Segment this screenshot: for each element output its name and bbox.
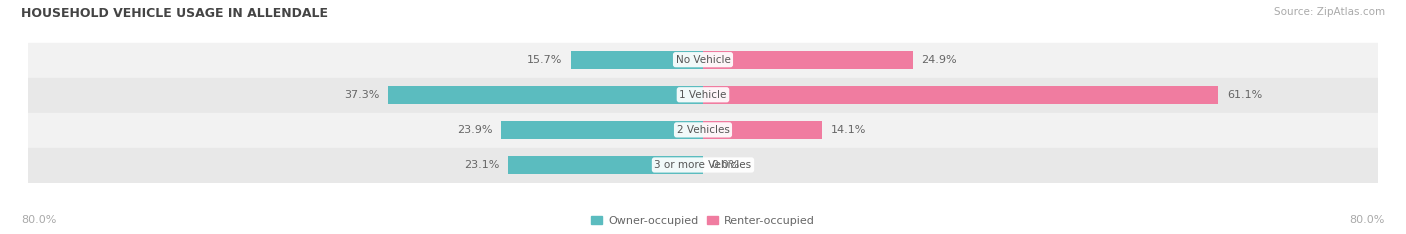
- Text: 61.1%: 61.1%: [1227, 90, 1263, 100]
- Bar: [703, 86, 1219, 104]
- Bar: [28, 78, 1378, 112]
- Bar: [502, 121, 703, 139]
- Text: 3 or more Vehicles: 3 or more Vehicles: [654, 160, 752, 170]
- Bar: [28, 113, 1378, 147]
- Text: 24.9%: 24.9%: [921, 55, 957, 65]
- Text: 23.9%: 23.9%: [457, 125, 494, 135]
- Text: 1 Vehicle: 1 Vehicle: [679, 90, 727, 100]
- Text: 2 Vehicles: 2 Vehicles: [676, 125, 730, 135]
- Text: 37.3%: 37.3%: [344, 90, 380, 100]
- Text: 80.0%: 80.0%: [21, 215, 56, 225]
- Bar: [28, 148, 1378, 182]
- Bar: [508, 156, 703, 174]
- Text: 15.7%: 15.7%: [527, 55, 562, 65]
- Text: 14.1%: 14.1%: [831, 125, 866, 135]
- Bar: [388, 86, 703, 104]
- Text: No Vehicle: No Vehicle: [675, 55, 731, 65]
- Text: 80.0%: 80.0%: [1350, 215, 1385, 225]
- Bar: [28, 43, 1378, 77]
- Text: HOUSEHOLD VEHICLE USAGE IN ALLENDALE: HOUSEHOLD VEHICLE USAGE IN ALLENDALE: [21, 7, 328, 20]
- Text: 23.1%: 23.1%: [464, 160, 499, 170]
- Bar: [703, 121, 823, 139]
- Legend: Owner-occupied, Renter-occupied: Owner-occupied, Renter-occupied: [586, 211, 820, 230]
- Bar: [571, 51, 703, 69]
- Text: Source: ZipAtlas.com: Source: ZipAtlas.com: [1274, 7, 1385, 17]
- Text: 0.0%: 0.0%: [711, 160, 740, 170]
- Bar: [703, 51, 912, 69]
